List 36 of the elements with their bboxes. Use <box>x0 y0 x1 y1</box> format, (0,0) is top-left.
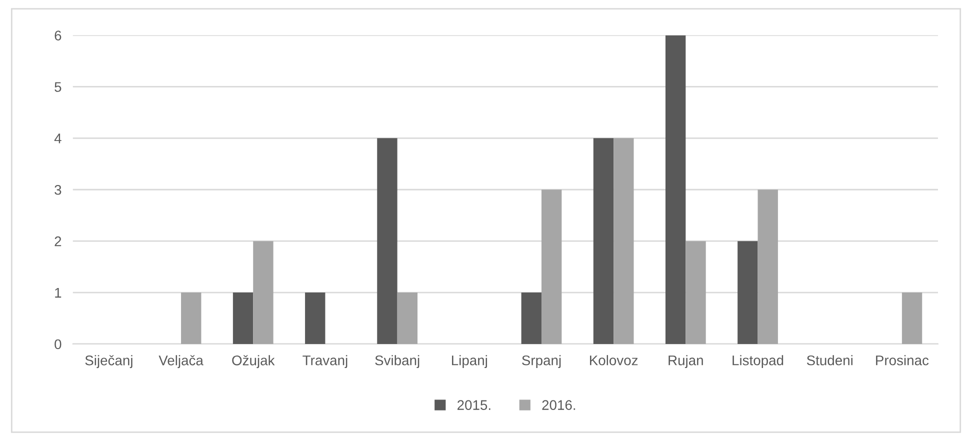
y-tick-label: 4 <box>54 134 62 144</box>
x-tick-label: Kolovoz <box>590 355 638 366</box>
bar <box>181 292 202 344</box>
y-tick-label: 5 <box>54 82 62 92</box>
bar <box>521 292 542 344</box>
bar <box>665 35 686 344</box>
x-tick-label: Studeni <box>806 355 852 366</box>
x-tick-label: Rujan <box>668 355 703 368</box>
x-tick-label: Svibanj <box>375 355 420 368</box>
x-tick-label: Travanj <box>302 355 348 368</box>
x-tick-label: Prosinac <box>876 355 929 366</box>
bar <box>593 138 614 344</box>
y-tick-label: 2 <box>54 236 62 246</box>
x-tick-label: Veljača <box>158 355 204 368</box>
x-tick-label: Siječanj <box>85 355 132 368</box>
bar <box>397 292 418 344</box>
y-tick-label: 0 <box>54 339 62 350</box>
bar <box>614 138 634 344</box>
bar <box>758 190 778 344</box>
x-tick-label: Listopad <box>732 355 784 368</box>
bar <box>541 190 562 344</box>
x-tick-label: Srpanj <box>522 355 561 368</box>
y-tick-label: 1 <box>55 288 62 298</box>
legend-label: 2015. <box>457 400 490 410</box>
legend-label: 2016. <box>542 400 576 410</box>
bar <box>377 138 398 344</box>
y-tick-label: 3 <box>54 184 62 195</box>
bar <box>305 292 326 344</box>
bar <box>232 292 254 344</box>
x-tick-label: Ožujak <box>232 355 275 368</box>
bar <box>902 292 922 344</box>
bar <box>686 241 706 344</box>
y-tick-label: 6 <box>54 30 62 40</box>
bar <box>253 241 274 344</box>
bar <box>738 241 758 344</box>
x-tick-label: Lipanj <box>452 355 487 368</box>
